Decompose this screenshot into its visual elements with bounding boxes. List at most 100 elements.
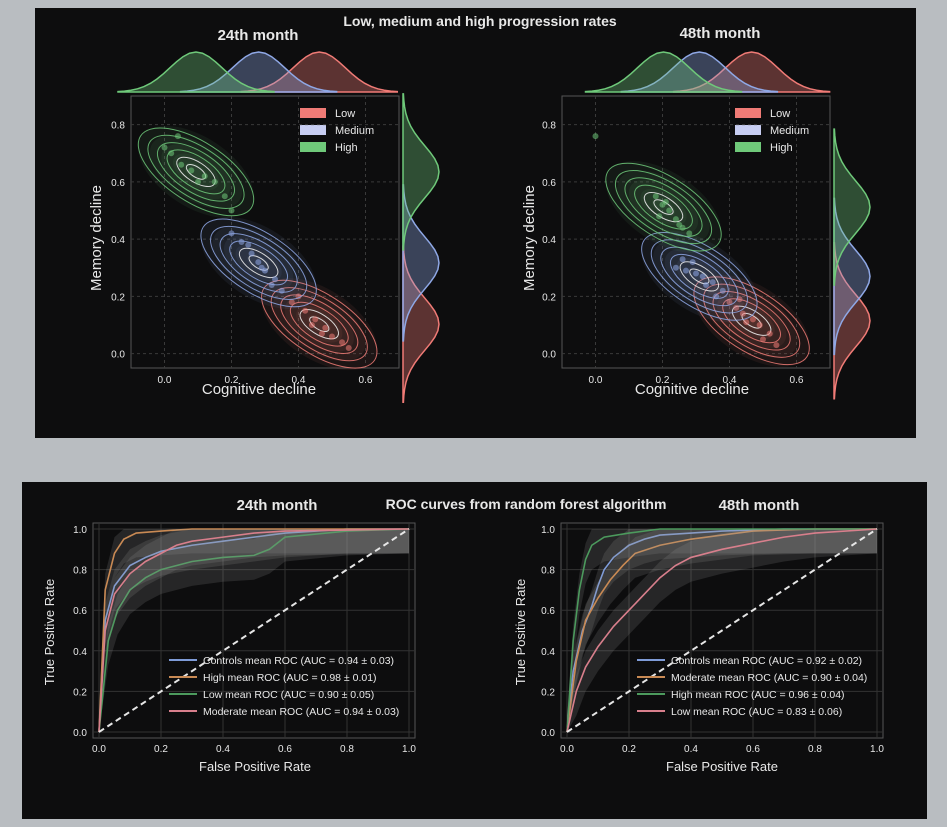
data-point (339, 339, 346, 346)
data-point (195, 178, 201, 185)
density-contour (634, 184, 693, 230)
data-point (743, 319, 750, 326)
density-contour (722, 298, 781, 344)
progression-panel-title: Low, medium and high progression rates (343, 13, 617, 29)
legend-label: Low mean ROC (AUC = 0.90 ± 0.05) (203, 689, 374, 701)
density-contour (137, 127, 255, 217)
density-contour (200, 218, 317, 308)
data-point (248, 250, 255, 257)
legend-label-low: Low (335, 108, 355, 120)
cluster-high (592, 133, 722, 254)
marginal-y-high (833, 128, 871, 286)
y-tick-label: 0.2 (73, 687, 87, 698)
x-tick-label: 0.4 (684, 744, 698, 755)
x-tick-label: 0.4 (292, 375, 306, 386)
data-point (161, 144, 168, 151)
data-point (656, 213, 663, 220)
progression-rates-figure: Low, medium and high progression rates 2… (88, 13, 871, 403)
roc-y-label-48: True Positive Rate (513, 579, 528, 685)
y-tick-label: 0.6 (542, 178, 556, 189)
y-tick-label: 0.8 (73, 566, 87, 577)
y-tick-label: 0.2 (111, 292, 125, 303)
roc-title-24: 24th month (237, 497, 318, 514)
y-axis-label-48: Memory decline (521, 185, 538, 291)
data-point (174, 133, 181, 140)
x-tick-label: 0.8 (808, 744, 822, 755)
legend-swatch-low (300, 108, 326, 118)
marginal-x-density (117, 51, 399, 93)
chance-diagonal (98, 528, 410, 733)
y-axis-label-24: Memory decline (88, 185, 105, 291)
data-point (726, 299, 733, 306)
data-point (719, 287, 726, 294)
roc-curves-figure: ROC curves from random forest algorithm … (42, 496, 884, 774)
data-point (308, 322, 315, 329)
x-tick-label: 0.4 (216, 744, 230, 755)
data-point (736, 296, 743, 303)
y-tick-label: 0.6 (111, 178, 125, 189)
data-point (345, 344, 352, 351)
marginal-x-medium (179, 51, 338, 93)
density-contour (210, 225, 308, 300)
density-glow (653, 239, 746, 314)
progression-rates-panel: Low, medium and high progression rates 2… (35, 8, 916, 438)
density-contour (280, 294, 359, 354)
x-tick-label: 0.2 (225, 375, 239, 386)
marginal-x-low (240, 51, 399, 93)
marginal-x-medium (620, 51, 779, 93)
density-contour (650, 239, 748, 314)
data-point (676, 221, 683, 228)
y-tick-label: 0.8 (542, 121, 556, 132)
x-tick-label: 0.6 (746, 744, 760, 755)
marginal-y-density (833, 128, 871, 400)
plot-title-48: 48th month (680, 25, 761, 42)
x-tick-label: 0.0 (560, 744, 574, 755)
data-point (713, 293, 720, 300)
x-tick-label: 0.2 (656, 375, 670, 386)
plot-frame (130, 95, 400, 369)
x-tick-label: 1.0 (402, 744, 416, 755)
data-point (288, 299, 295, 306)
density-contour (248, 255, 269, 271)
data-point (238, 239, 245, 246)
cluster-medium (641, 230, 758, 323)
y-tick-label: 0.8 (111, 121, 125, 132)
density-glow (676, 257, 723, 295)
marginal-x-density (584, 51, 831, 93)
density-contour (624, 177, 703, 237)
legend-label: Controls mean ROC (AUC = 0.92 ± 0.02) (671, 655, 862, 667)
chance-diagonal (566, 528, 878, 733)
density-contour (614, 170, 713, 245)
data-point (699, 273, 706, 280)
roc-legend: Controls mean ROC (AUC = 0.92 ± 0.02) Mod… (637, 655, 867, 718)
x-tick-label: 0.8 (340, 744, 354, 755)
data-point (221, 193, 228, 200)
marginal-x-low (672, 51, 831, 93)
data-point (312, 316, 319, 323)
y-tick-label: 0.6 (541, 606, 555, 617)
legend-label: High mean ROC (AUC = 0.96 ± 0.04) (671, 689, 845, 701)
roc-curve (566, 528, 877, 733)
x-tick-label: 0.0 (158, 375, 172, 386)
data-point (760, 336, 766, 343)
y-tick-label: 0.0 (542, 350, 556, 361)
density-contour (660, 246, 739, 307)
y-tick-label: 0.2 (541, 687, 555, 698)
data-point (329, 333, 335, 340)
x-axis-label-24: Cognitive decline (202, 381, 316, 398)
data-point (686, 230, 693, 237)
scatter-plot-48: 0.0 0.2 0.4 0.6 0.0 0.2 0.4 0.6 0.8 (542, 51, 871, 400)
data-point (295, 293, 302, 300)
plot-frame (92, 522, 416, 739)
y-tick-label: 0.0 (73, 728, 87, 739)
density-glow (296, 305, 343, 343)
legend-swatch-medium (735, 125, 761, 135)
marginal-y-high (402, 93, 440, 251)
data-point (739, 310, 746, 317)
legend-label: Controls mean ROC (AUC = 0.94 ± 0.03) (203, 655, 394, 667)
y-tick-label: 0.4 (542, 235, 556, 246)
density-contour (669, 253, 729, 299)
x-tick-label: 0.2 (622, 744, 636, 755)
x-axis-label-48: Cognitive decline (635, 381, 749, 398)
roc-x-label-24: False Positive Rate (199, 759, 311, 774)
